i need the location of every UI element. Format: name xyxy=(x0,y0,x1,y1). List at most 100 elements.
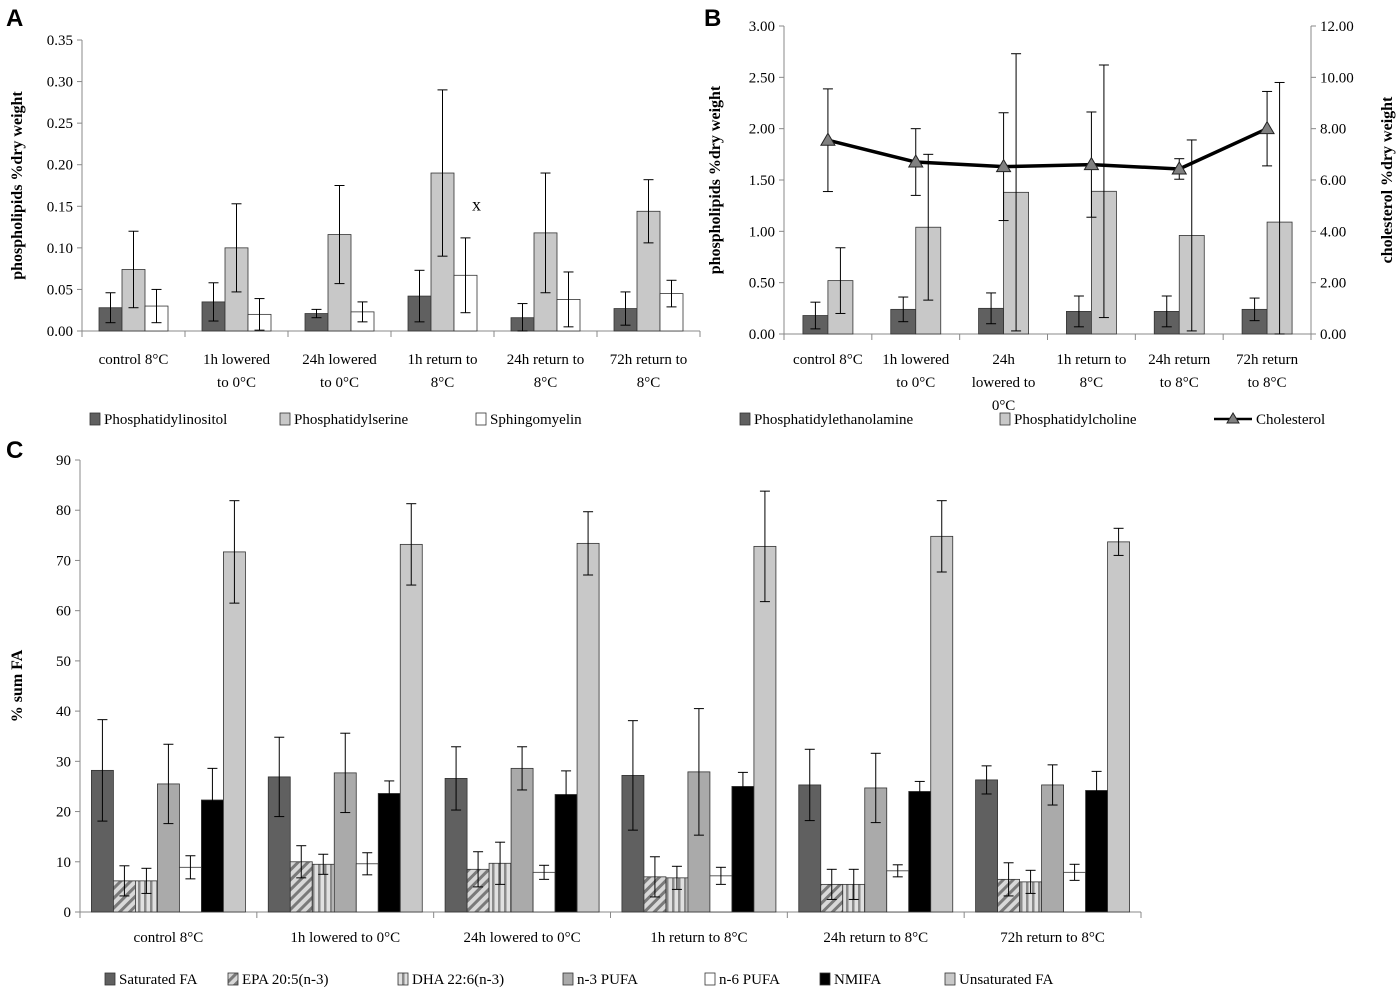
bar-unsaturated-fa xyxy=(223,551,246,913)
x-category-label: 8°C xyxy=(1080,375,1104,391)
x-category-label: 1h lowered xyxy=(203,352,271,368)
legend-swatch xyxy=(397,972,409,986)
cholesterol-line xyxy=(827,127,1268,171)
x-category-label: 24h return xyxy=(1148,352,1211,368)
x-category-label: to 8°C xyxy=(1160,375,1199,391)
x-category-label: 72h return to 8°C xyxy=(1000,930,1105,946)
cholesterol-marker xyxy=(1083,156,1100,171)
y2-tick-label: 8.00 xyxy=(1320,122,1346,138)
legend-swatch xyxy=(704,972,716,986)
y-tick-label: 50 xyxy=(56,654,71,670)
legend-label: Saturated FA xyxy=(119,972,198,988)
y-tick-label: 0.10 xyxy=(47,241,73,257)
x-category-label: 8°C xyxy=(637,375,661,391)
significance-mark: x xyxy=(472,194,481,214)
y-tick-label: 90 xyxy=(56,453,71,469)
legend-swatch xyxy=(475,412,487,426)
y-tick-label: 60 xyxy=(56,604,71,620)
cholesterol-marker xyxy=(907,154,924,168)
panel-b-label: B xyxy=(704,5,721,32)
x-category-label: 1h return to xyxy=(1056,352,1126,368)
legend-label: NMIFA xyxy=(834,972,881,988)
y-tick-label: 2.00 xyxy=(749,122,775,138)
bar-saturated-fa xyxy=(975,779,998,913)
y-tick-label: 70 xyxy=(56,553,71,569)
y2-tick-label: 4.00 xyxy=(1320,224,1346,240)
y-tick-label: 0.00 xyxy=(47,324,73,340)
y2-axis-title: cholesterol %dry weight xyxy=(1379,96,1396,263)
legend-label: n-6 PUFA xyxy=(719,972,780,988)
x-category-label: 72h return xyxy=(1236,352,1299,368)
x-category-label: 24h lowered xyxy=(302,352,377,368)
y-tick-label: 0.35 xyxy=(47,33,73,49)
legend-swatch xyxy=(999,412,1011,426)
legend-label: Sphingomyelin xyxy=(490,412,582,428)
x-category-label: lowered to xyxy=(972,375,1036,391)
legend-label: Phosphatidylethanolamine xyxy=(754,412,913,428)
y-tick-label: 0.20 xyxy=(47,158,73,174)
legend-label: Phosphatidylserine xyxy=(294,412,408,428)
panel-c-label: C xyxy=(6,437,23,464)
legend-swatch xyxy=(89,412,101,426)
bar-nmifa xyxy=(731,786,755,913)
y-tick-label: 0.25 xyxy=(47,116,73,132)
y2-tick-label: 6.00 xyxy=(1320,173,1346,189)
bar-unsaturated-fa xyxy=(1107,541,1130,913)
panel-b-chart: 0.00 0.50 1.00 1.50 2.00 2.50 3.00 phospholipid… xyxy=(707,19,1396,428)
legend-label: EPA 20:5(n-3) xyxy=(242,972,329,988)
legend-label: Phosphatidylinositol xyxy=(104,412,227,428)
cholesterol-marker xyxy=(1171,160,1188,175)
x-category-label: 24h return to 8°C xyxy=(823,930,928,946)
legend-label: n-3 PUFA xyxy=(577,972,638,988)
y2-tick-label: 0.00 xyxy=(1320,327,1346,343)
y-tick-label: 1.50 xyxy=(749,173,775,189)
legend-swatch xyxy=(279,412,291,426)
x-category-label: to 0°C xyxy=(896,375,935,391)
legend-swatch xyxy=(819,972,831,986)
legend-swatch xyxy=(739,412,751,426)
legend-swatch xyxy=(944,972,956,986)
y2-tick-label: 12.00 xyxy=(1320,19,1354,35)
x-category-label: to 8°C xyxy=(1248,375,1287,391)
y2-tick-label: 2.00 xyxy=(1320,276,1346,292)
y-tick-label: 2.50 xyxy=(749,70,775,86)
y-axis-title: phospholipids %dry weight xyxy=(707,85,724,274)
legend-label: DHA 22:6(n-3) xyxy=(412,972,504,988)
x-category-label: 72h return to xyxy=(610,352,687,368)
legend-label: Unsaturated FA xyxy=(959,972,1053,988)
cholesterol-marker xyxy=(1259,120,1275,135)
y-tick-label: 0.15 xyxy=(47,199,73,215)
legend-swatch xyxy=(227,972,239,986)
panel-a-label: A xyxy=(6,5,23,32)
x-category-label: 1h lowered xyxy=(882,352,950,368)
x-category-label: 0°C xyxy=(992,398,1016,414)
y-tick-label: 0.05 xyxy=(47,282,73,298)
y2-tick-label: 10.00 xyxy=(1320,70,1354,86)
panel-a-chart: 0.00 0.05 0.10 0.15 0.20 0.25 0.30 0.35 phosphol… xyxy=(9,33,701,428)
panel-c-chart: 0 10 20 30 40 50 60 70 80 90 % sum FA control 8°C 1h… xyxy=(9,453,1142,988)
x-category-label: 24h lowered to 0°C xyxy=(463,930,580,946)
x-category-label: 8°C xyxy=(431,375,455,391)
y-tick-label: 10 xyxy=(56,855,71,871)
bar-nmifa xyxy=(908,791,932,913)
y-tick-label: 0 xyxy=(64,905,72,921)
legend-label: Cholesterol xyxy=(1256,412,1325,428)
y-tick-label: 20 xyxy=(56,805,71,821)
cholesterol-marker xyxy=(820,132,836,146)
y-axis-title: % sum FA xyxy=(9,649,26,722)
x-category-label: control 8°C xyxy=(793,352,863,368)
y-tick-label: 1.00 xyxy=(749,224,775,240)
x-category-label: to 0°C xyxy=(320,375,359,391)
x-category-label: 1h return to 8°C xyxy=(650,930,747,946)
bar-unsaturated-fa xyxy=(576,542,600,913)
y-axis-title: phospholipids %dry weight xyxy=(9,91,26,280)
x-category-label: control 8°C xyxy=(134,930,204,946)
y-tick-label: 3.00 xyxy=(749,19,775,35)
y-tick-label: 0.50 xyxy=(749,276,775,292)
bar-unsaturated-fa xyxy=(930,535,954,913)
x-category-label: 8°C xyxy=(534,375,558,391)
y-tick-label: 40 xyxy=(56,704,71,720)
y-tick-label: 80 xyxy=(56,503,71,519)
